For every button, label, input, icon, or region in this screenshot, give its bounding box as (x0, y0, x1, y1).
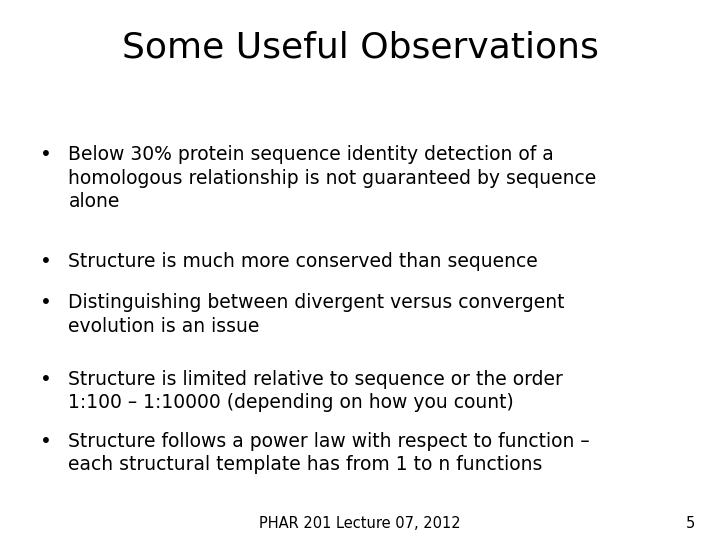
Text: •: • (40, 370, 51, 389)
Text: •: • (40, 145, 51, 164)
Text: Distinguishing between divergent versus convergent
evolution is an issue: Distinguishing between divergent versus … (68, 293, 565, 335)
Text: Some Useful Observations: Some Useful Observations (122, 30, 598, 64)
Text: Structure follows a power law with respect to function –
each structural templat: Structure follows a power law with respe… (68, 432, 590, 475)
Text: •: • (40, 293, 51, 312)
Text: Below 30% protein sequence identity detection of a
homologous relationship is no: Below 30% protein sequence identity dete… (68, 145, 597, 211)
Text: 5: 5 (685, 516, 695, 531)
Text: •: • (40, 432, 51, 451)
Text: PHAR 201 Lecture 07, 2012: PHAR 201 Lecture 07, 2012 (259, 516, 461, 531)
Text: Structure is much more conserved than sequence: Structure is much more conserved than se… (68, 252, 538, 271)
Text: •: • (40, 252, 51, 271)
Text: Structure is limited relative to sequence or the order
1:100 – 1:10000 (dependin: Structure is limited relative to sequenc… (68, 370, 563, 413)
